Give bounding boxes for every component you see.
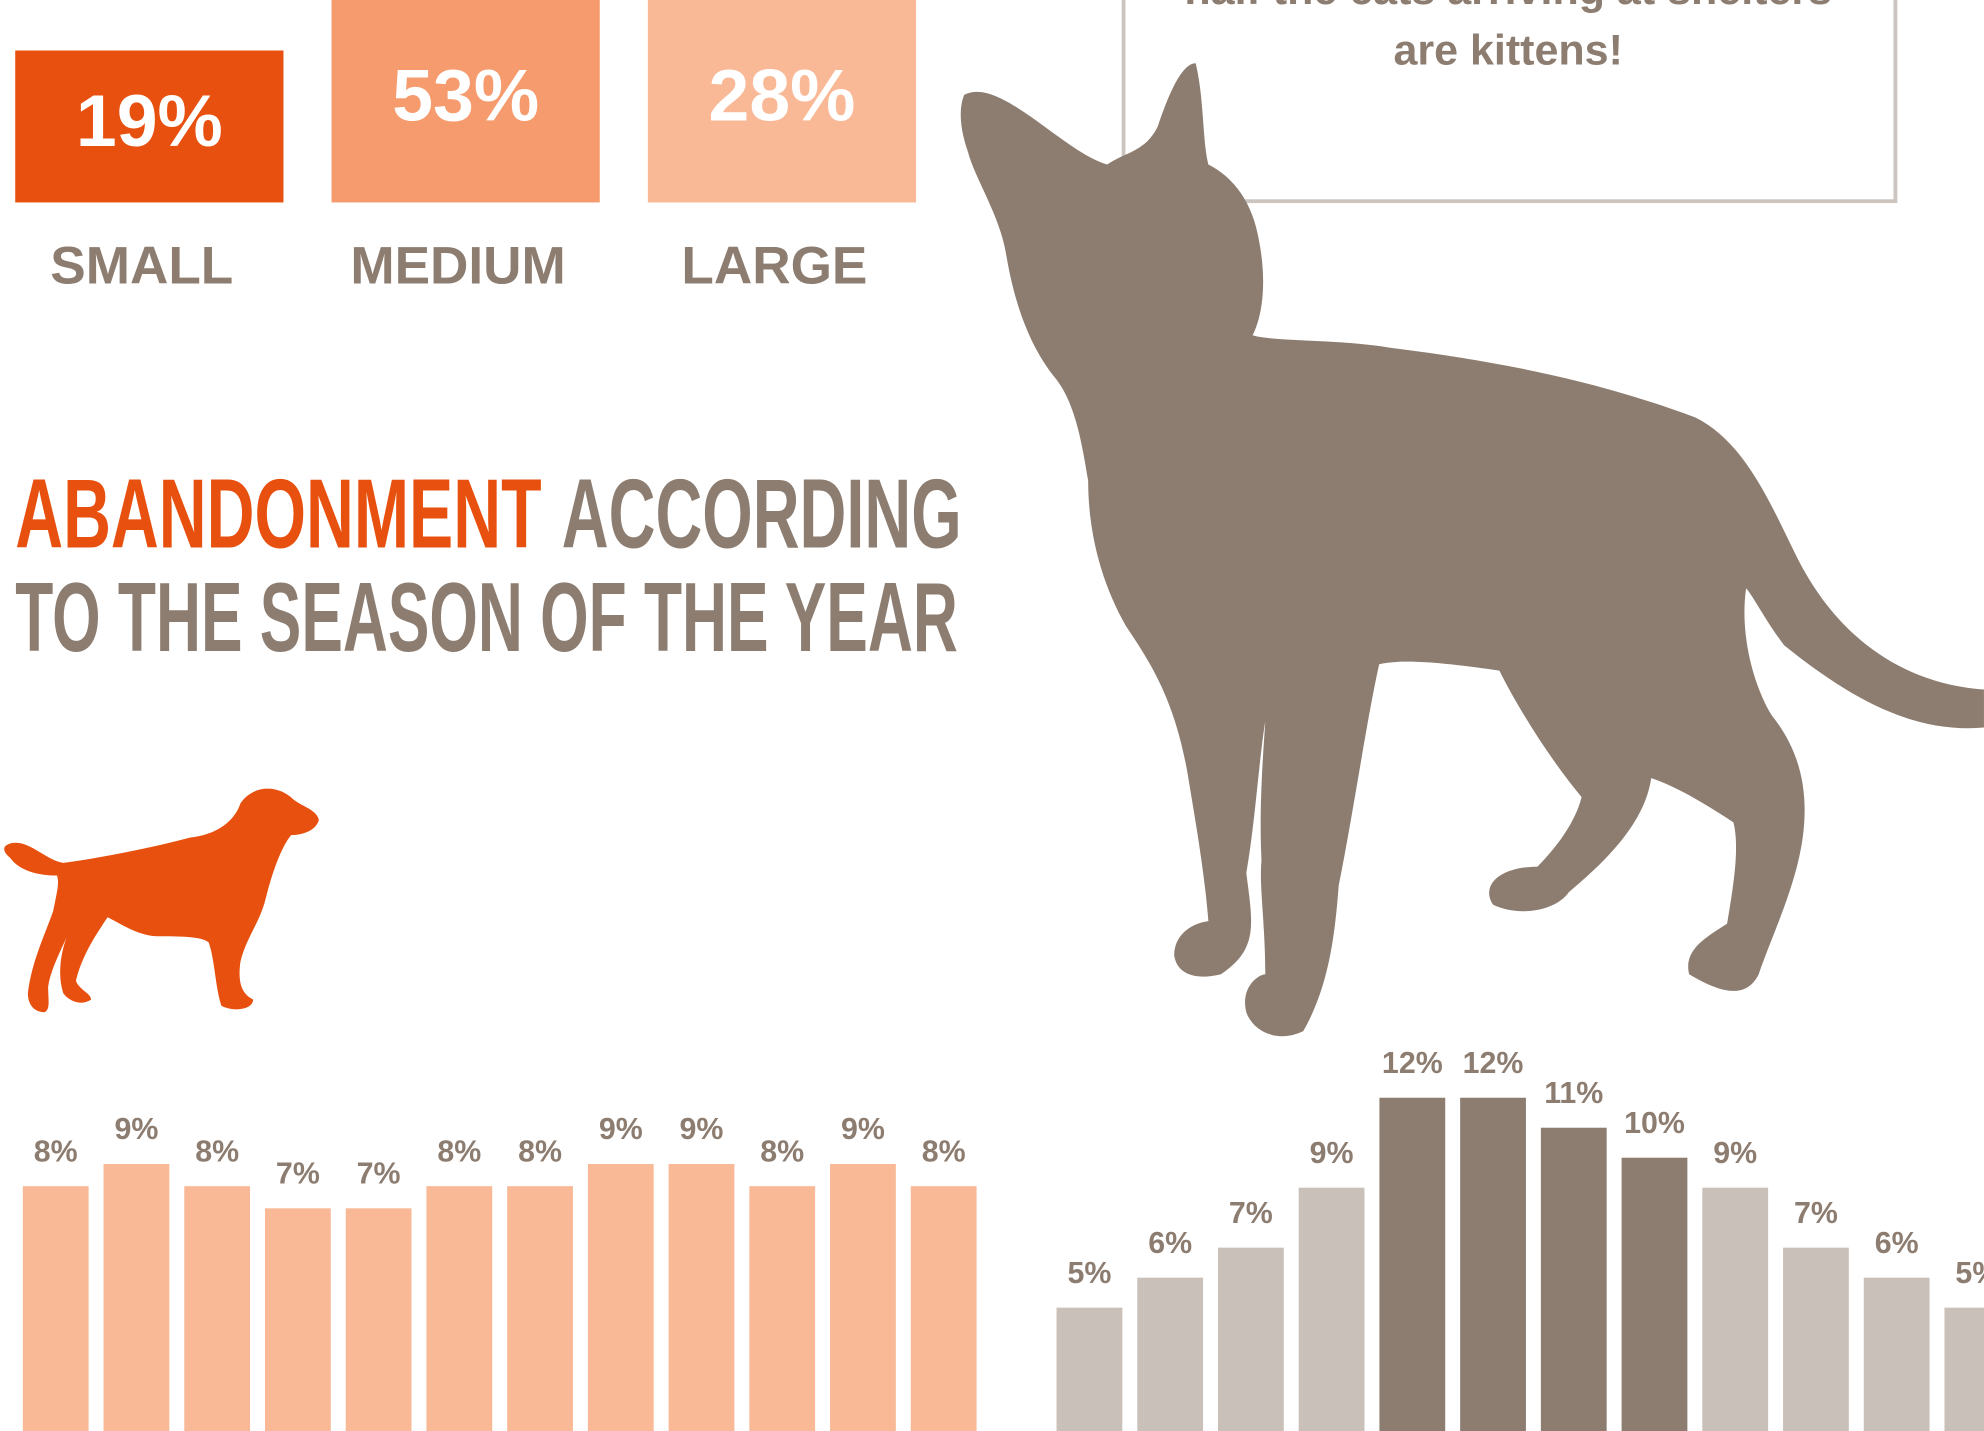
value-label: 5%	[1067, 1257, 1111, 1290]
value-label: 7%	[357, 1157, 401, 1190]
page: {"chart_data": [ {"type": "bar", "catego…	[0, 0, 1984, 1431]
value-label: 10%	[1624, 1107, 1685, 1140]
title: TO THE SEASON OF THE YEAR	[15, 562, 958, 672]
bar	[1137, 1278, 1203, 1431]
bar	[588, 1164, 654, 1431]
value-label: 19%	[76, 80, 223, 162]
value-label: 8%	[34, 1135, 78, 1168]
value-label: 6%	[1875, 1227, 1919, 1260]
value-label: 9%	[1713, 1137, 1757, 1170]
value-label: 7%	[276, 1157, 320, 1190]
bar	[1218, 1248, 1284, 1431]
value-label: 9%	[841, 1113, 885, 1146]
bar	[104, 1164, 170, 1431]
value-label: 9%	[680, 1113, 724, 1146]
value-label: 9%	[114, 1113, 158, 1146]
value-label: 6%	[1148, 1227, 1192, 1260]
value-label: 53%	[392, 55, 539, 137]
bar	[507, 1186, 573, 1431]
bar	[346, 1208, 412, 1431]
value-label: 8%	[437, 1135, 481, 1168]
bar	[669, 1164, 735, 1431]
bar	[1379, 1098, 1445, 1431]
bar	[1944, 1308, 1984, 1431]
value-label: 8%	[922, 1135, 966, 1168]
bar	[1864, 1278, 1930, 1431]
value-label: 7%	[1229, 1197, 1273, 1230]
category-label: SMALL	[50, 237, 233, 296]
bar	[1299, 1188, 1365, 1431]
bar	[1460, 1098, 1526, 1431]
bar	[184, 1186, 250, 1431]
value-label: 8%	[518, 1135, 562, 1168]
value-label: 7%	[1794, 1197, 1838, 1230]
infographic: ABANDONMENT ACCORDING TO THE SEASON OF T…	[0, 0, 1984, 1431]
bar	[1622, 1158, 1688, 1431]
value-label: 12%	[1463, 1047, 1524, 1080]
bar	[1541, 1128, 1607, 1431]
value-label: 28%	[709, 55, 856, 137]
category-label: MEDIUM	[350, 237, 565, 296]
title-highlight: ABANDONMENT	[15, 458, 541, 568]
value-label: 5%	[1955, 1257, 1984, 1290]
bar	[749, 1186, 815, 1431]
value-label: 8%	[760, 1135, 804, 1168]
value-label: 8%	[195, 1135, 239, 1168]
bar	[1702, 1188, 1768, 1431]
title: ACCORDING	[562, 458, 962, 568]
bar	[23, 1186, 89, 1431]
value-label: 9%	[1310, 1137, 1354, 1170]
bar	[1783, 1248, 1849, 1431]
value-label: 9%	[599, 1113, 643, 1146]
value-label: 11%	[1544, 1077, 1603, 1110]
bar	[1057, 1308, 1123, 1431]
bar	[911, 1186, 977, 1431]
category-label: LARGE	[681, 237, 867, 296]
value-label: 12%	[1382, 1047, 1443, 1080]
bar	[265, 1208, 331, 1431]
cat-silhouette	[961, 63, 1984, 1036]
annotation: half the cats arriving at shelters	[1184, 0, 1832, 14]
annotation: are kittens!	[1394, 26, 1623, 74]
bar	[830, 1164, 896, 1431]
dog-silhouette	[4, 789, 319, 1013]
bar	[426, 1186, 492, 1431]
